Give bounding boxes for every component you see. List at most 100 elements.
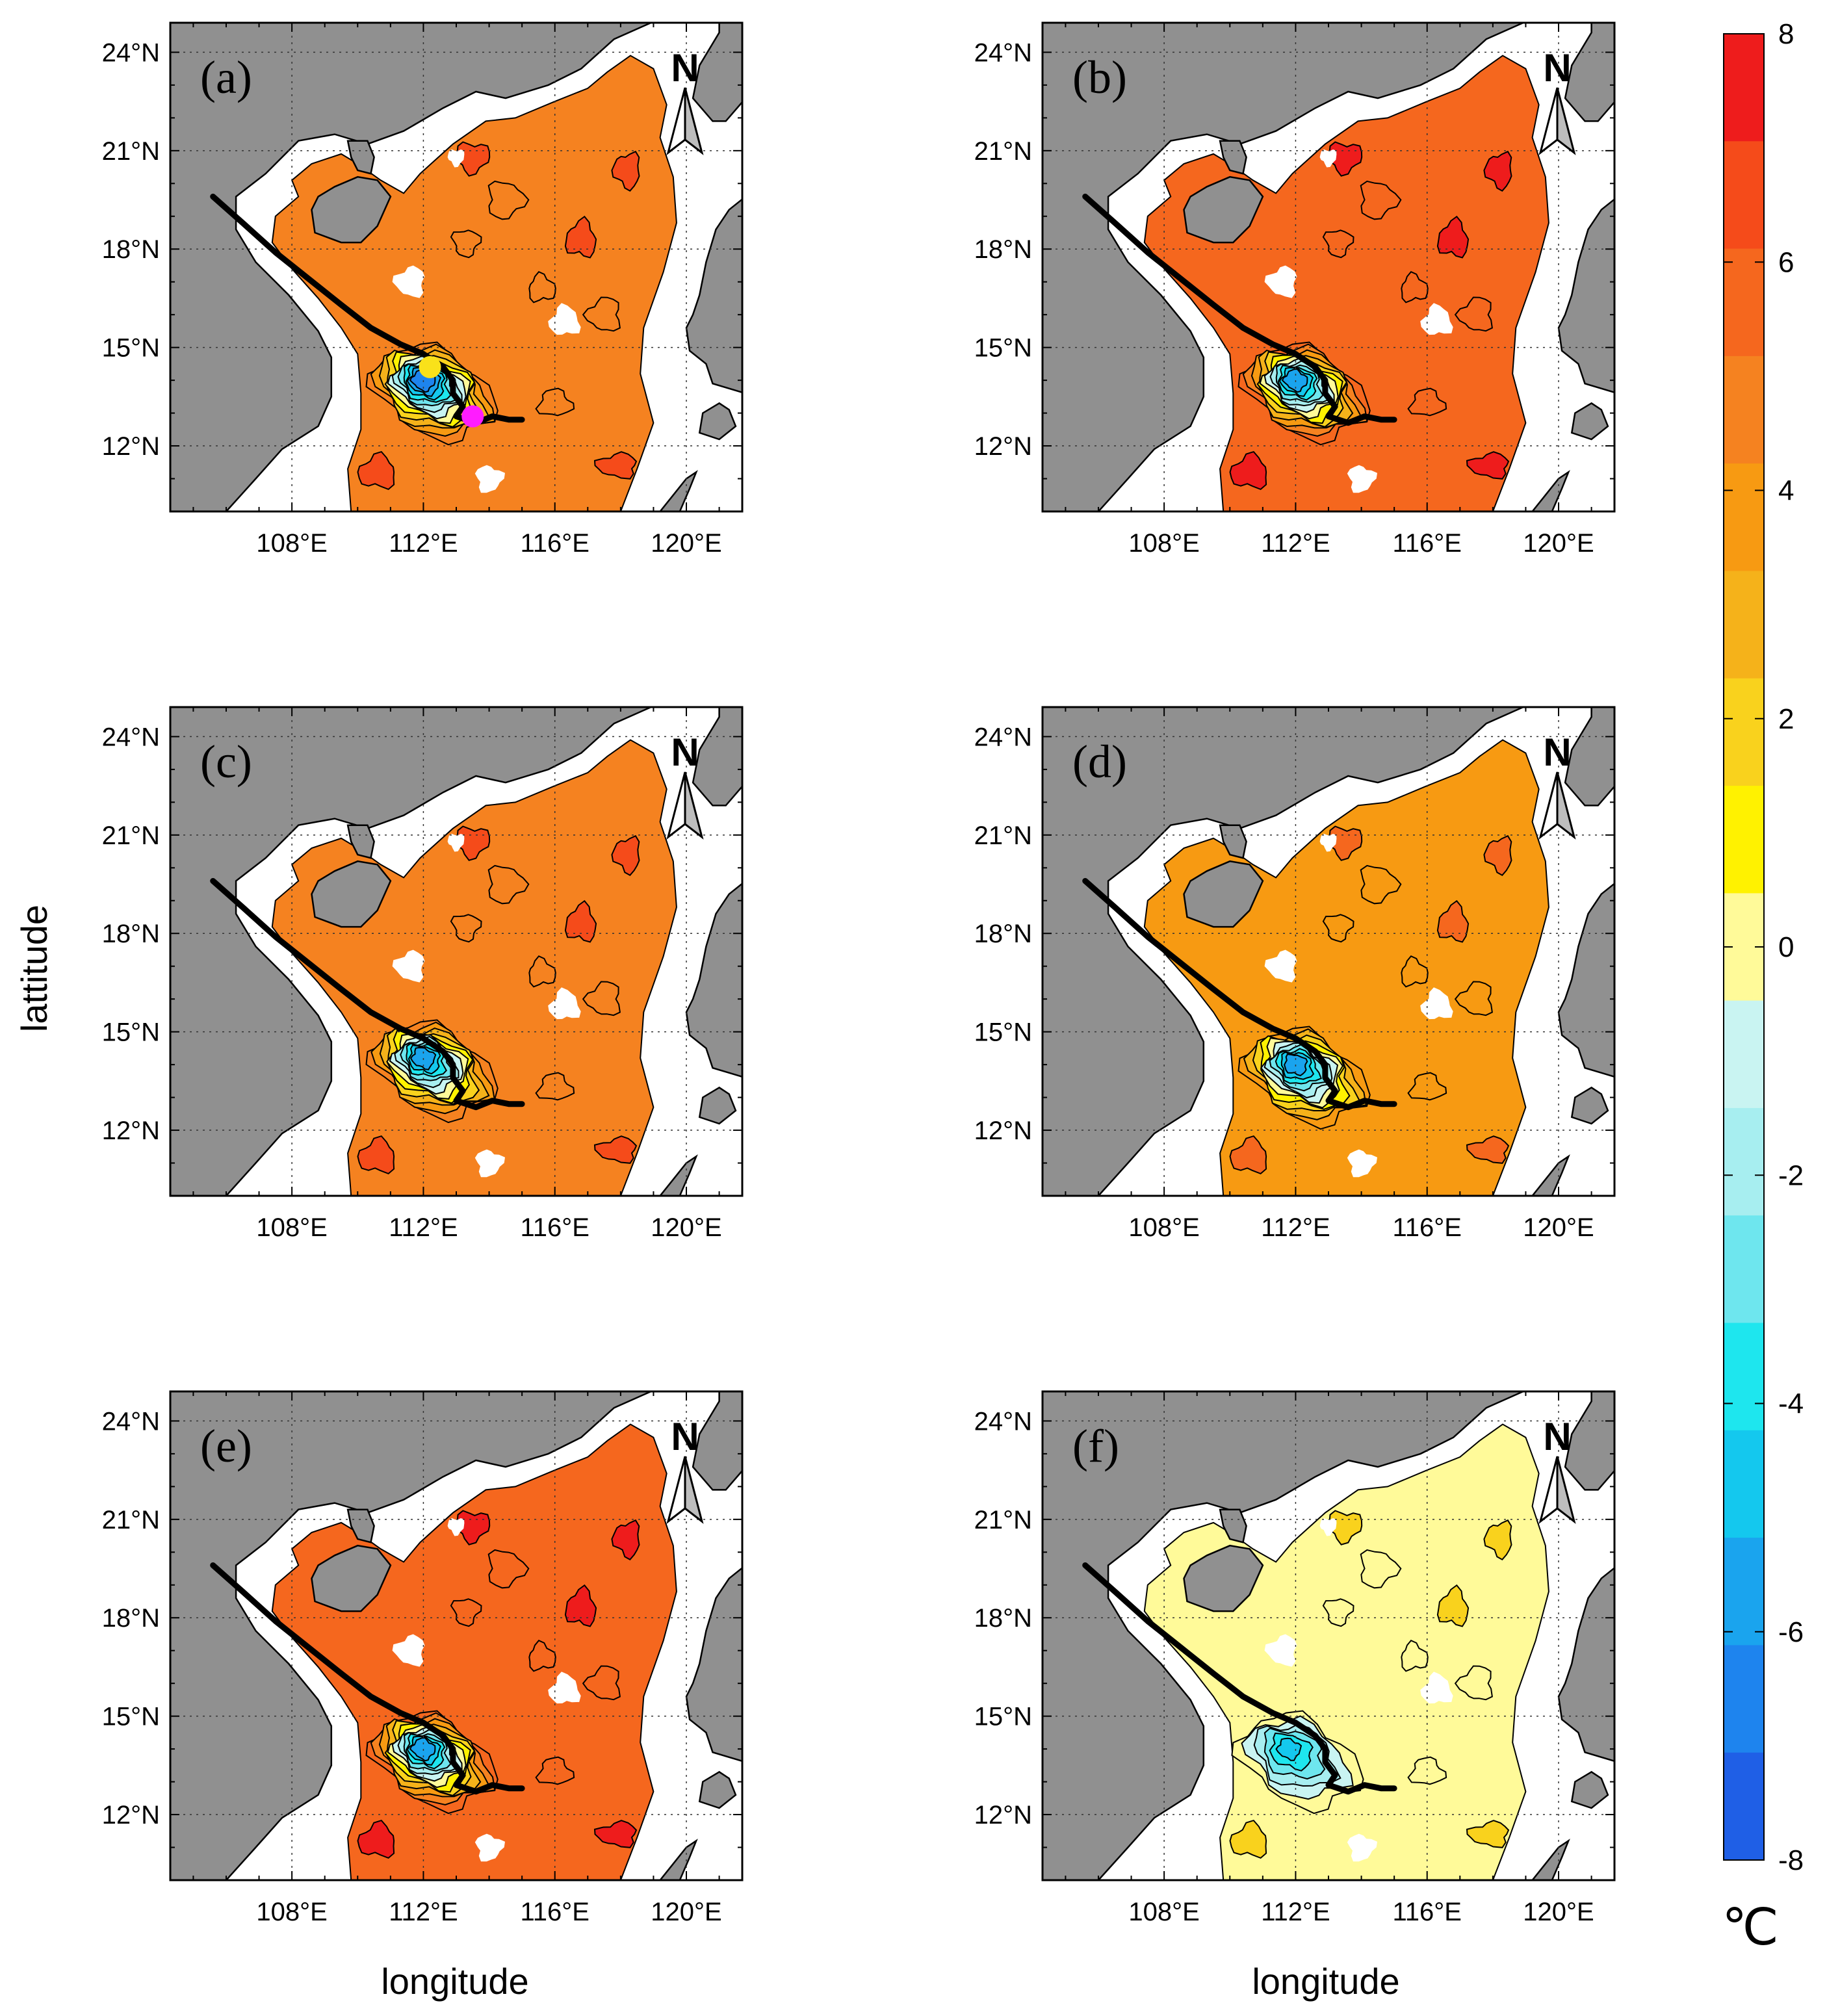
colorbar-segment bbox=[1724, 1107, 1764, 1216]
lat-tick-label: 12°N bbox=[974, 1117, 1032, 1145]
luzon-island bbox=[1557, 882, 1614, 1078]
colorbar-segment bbox=[1724, 1000, 1764, 1109]
lat-tick-label: 18°N bbox=[974, 1604, 1032, 1633]
lon-tick-label: 120°E bbox=[651, 1898, 721, 1926]
lon-tick-label: 112°E bbox=[1261, 529, 1330, 558]
anomaly-patch bbox=[1483, 834, 1512, 876]
taiwan-island bbox=[692, 1391, 742, 1491]
colorbar-segment bbox=[1724, 141, 1764, 250]
lon-tick-label: 108°E bbox=[1128, 1898, 1199, 1926]
hainan-island bbox=[311, 175, 392, 244]
lon-tick-label: 108°E bbox=[1128, 1213, 1199, 1242]
sst-anomaly-field bbox=[1143, 739, 1549, 1196]
colorbar-unit: ℃ bbox=[1722, 1899, 1779, 1956]
anomaly-patch bbox=[564, 899, 597, 943]
anomaly-patch bbox=[487, 180, 530, 220]
anomaly-patch bbox=[1483, 150, 1512, 192]
colorbar-segment bbox=[1724, 463, 1764, 572]
colorbar-segment bbox=[1724, 1215, 1764, 1324]
anomaly-patch bbox=[593, 451, 638, 480]
colorbar-segment bbox=[1724, 248, 1764, 357]
anomaly-patch bbox=[1401, 1639, 1429, 1672]
anomaly-patch bbox=[357, 450, 395, 491]
palawan-island bbox=[658, 1154, 698, 1196]
no-data-hole bbox=[1347, 465, 1377, 493]
mainland-asia bbox=[170, 707, 653, 1196]
anomaly-patch bbox=[1360, 180, 1402, 220]
lon-tick-label: 116°E bbox=[1392, 529, 1461, 558]
lat-tick-label: 12°N bbox=[974, 432, 1032, 461]
north-arrow-label: N bbox=[671, 46, 699, 90]
no-data-hole bbox=[392, 950, 425, 983]
lon-tick-label: 108°E bbox=[256, 1898, 327, 1926]
north-arrow-right bbox=[1556, 771, 1576, 840]
anomaly-patch bbox=[1466, 1820, 1510, 1848]
hainan-island bbox=[1183, 175, 1264, 244]
luzon-island bbox=[685, 1566, 742, 1763]
anomaly-patch bbox=[1322, 229, 1354, 259]
lon-tick-label: 120°E bbox=[651, 529, 721, 558]
lat-tick-label: 15°N bbox=[102, 1703, 160, 1731]
luzon-island bbox=[1557, 1566, 1614, 1763]
luzon-island bbox=[685, 198, 742, 394]
anomaly-patch bbox=[1454, 1665, 1493, 1701]
colorbar-tick-label: 6 bbox=[1778, 246, 1794, 278]
map-content bbox=[170, 707, 742, 1196]
lat-tick-label: 21°N bbox=[974, 821, 1032, 850]
north-arrow-icon: N bbox=[1538, 1415, 1576, 1524]
no-data-hole bbox=[548, 303, 581, 335]
sst-anomaly-field bbox=[271, 55, 677, 511]
anomaly-patch bbox=[528, 955, 556, 988]
anomaly-patch bbox=[1436, 215, 1470, 259]
panel-label: (f) bbox=[1072, 1420, 1119, 1472]
lat-tick-label: 24°N bbox=[102, 723, 160, 751]
lon-tick-label: 116°E bbox=[1392, 1898, 1461, 1926]
anomaly-patch bbox=[1466, 451, 1510, 480]
anomaly-patch bbox=[487, 1549, 530, 1589]
north-arrow-label: N bbox=[671, 1415, 699, 1458]
lat-tick-label: 15°N bbox=[102, 1018, 160, 1047]
x-axis-title-left: longitude bbox=[381, 1961, 528, 2002]
sst-anomaly-field bbox=[271, 739, 677, 1196]
colorbar-tick-label: 4 bbox=[1778, 475, 1794, 507]
no-data-hole bbox=[447, 833, 465, 852]
hainan-island bbox=[1183, 1544, 1264, 1612]
no-data-hole bbox=[1420, 303, 1453, 335]
lat-tick-label: 12°N bbox=[102, 1801, 160, 1829]
anomaly-patch bbox=[1436, 1584, 1470, 1627]
anomaly-patch bbox=[528, 270, 556, 304]
anomaly-patch bbox=[450, 914, 482, 943]
map-panel: 108°E 112°E 116°E 120°E 24°N 21°N 18°N 15°N 12°N… bbox=[974, 706, 1616, 1242]
panel-label: (d) bbox=[1072, 736, 1127, 788]
lat-tick-label: 24°N bbox=[974, 723, 1032, 751]
typhoon-track bbox=[1082, 878, 1397, 1111]
map-content bbox=[170, 23, 742, 511]
anomaly-patch bbox=[1229, 1819, 1267, 1859]
north-arrow-icon: N bbox=[666, 1415, 704, 1524]
anomaly-patch bbox=[1360, 864, 1402, 905]
lat-tick-label: 21°N bbox=[974, 137, 1032, 166]
colorbar-tick-label: 2 bbox=[1778, 703, 1794, 735]
colorbar: 8 6 4 2 0 -2 -4 -6 -8 ℃ bbox=[1722, 18, 1804, 1956]
yellow-location-marker bbox=[419, 355, 441, 378]
map-panel: 108°E 112°E 116°E 120°E 24°N 21°N 18°N 15°N 12°N… bbox=[974, 1390, 1616, 1926]
lat-tick-label: 15°N bbox=[974, 1703, 1032, 1731]
map-content bbox=[170, 1391, 742, 1880]
palawan-island bbox=[1531, 470, 1570, 511]
mindoro-island bbox=[1570, 1770, 1609, 1809]
typhoon-track bbox=[210, 878, 525, 1111]
cold-wake-contour bbox=[1281, 368, 1308, 393]
no-data-hole bbox=[1264, 265, 1297, 298]
leizhou-peninsula bbox=[1219, 140, 1247, 175]
anomaly-patch bbox=[564, 215, 597, 259]
leizhou-peninsula bbox=[346, 140, 375, 175]
anomaly-patch bbox=[1466, 1135, 1510, 1164]
anomaly-patch bbox=[1407, 1072, 1447, 1101]
anomaly-patch bbox=[535, 1756, 575, 1785]
north-arrow-right bbox=[1556, 87, 1576, 155]
lon-tick-label: 108°E bbox=[1128, 529, 1199, 558]
magenta-location-marker bbox=[461, 405, 484, 428]
y-axis-title: lattitude bbox=[14, 905, 55, 1032]
north-arrow-right bbox=[684, 87, 704, 155]
north-arrow-icon: N bbox=[666, 730, 704, 840]
